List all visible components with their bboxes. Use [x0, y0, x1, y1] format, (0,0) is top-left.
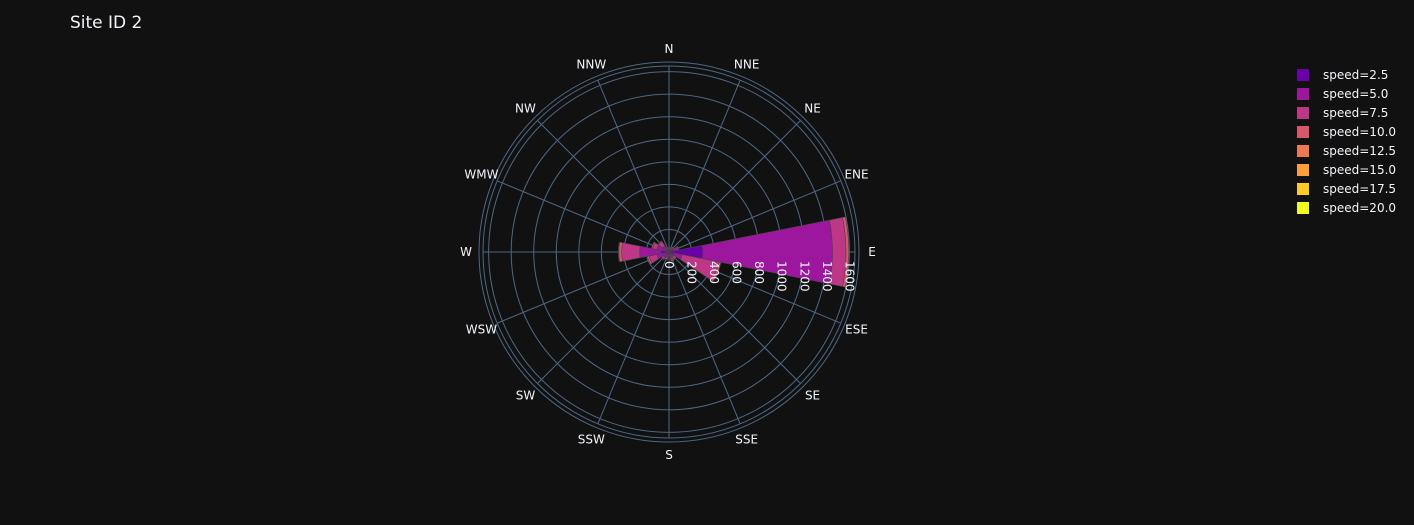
angular-gridline: [668, 79, 741, 253]
legend-item[interactable]: speed=2.5: [1297, 65, 1396, 84]
radial-tick-label: 400: [707, 261, 721, 284]
direction-label: WMW: [464, 167, 498, 181]
bar-sse-speed-10-0: [670, 258, 675, 262]
outer-ring: [478, 61, 860, 443]
radial-tick-label: 1200: [797, 261, 811, 292]
legend-label: speed=2.5: [1323, 67, 1389, 82]
chart-title: Site ID 2: [70, 13, 143, 33]
angular-gridline: [668, 180, 842, 253]
bar-ese-speed-10-0: [710, 261, 722, 282]
direction-label: W: [460, 245, 472, 259]
radial-tick-label: 0: [662, 261, 676, 269]
angular-gridline: [537, 120, 670, 253]
angular-gridline: [496, 180, 670, 253]
direction-label: SE: [805, 389, 820, 403]
bar-wmw-speed-10-0: [650, 241, 656, 250]
direction-label: SSE: [735, 433, 758, 447]
angular-gridline: [597, 251, 670, 425]
legend-item[interactable]: speed=7.5: [1297, 103, 1396, 122]
legend-item[interactable]: speed=5.0: [1297, 84, 1396, 103]
legend-item[interactable]: speed=15.0: [1297, 160, 1396, 179]
bar-nw-speed-10-0: [657, 240, 663, 246]
label-layer: N NNE NE ENE E ESE SE SSE S SSW SW WSW W WMW NW NNW 0 200…: [460, 42, 876, 462]
legend-swatch: [1297, 125, 1309, 138]
direction-label: NNW: [576, 57, 606, 71]
legend-label: speed=10.0: [1323, 124, 1397, 139]
bar-w-speed-12-5: [617, 241, 621, 263]
direction-label: SW: [516, 389, 536, 403]
angular-gridline: [668, 251, 801, 384]
legend-item[interactable]: speed=12.5: [1297, 141, 1396, 160]
angular-gridline: [668, 251, 741, 425]
radial-tick-label: 600: [730, 261, 744, 284]
radial-tick-label: 1400: [820, 261, 834, 292]
legend-swatch: [1297, 182, 1309, 195]
radial-tick-label: 1600: [842, 261, 856, 292]
angular-gridline: [597, 79, 670, 253]
legend-swatch: [1297, 87, 1309, 100]
legend: speed=2.5 speed=5.0 speed=7.5 speed=10.0 spe…: [1297, 65, 1396, 217]
bar-layer: [617, 216, 850, 288]
direction-label: NW: [515, 101, 536, 115]
legend-label: speed=12.5: [1323, 143, 1397, 158]
direction-label: NNE: [734, 57, 760, 71]
direction-label: N: [665, 42, 674, 56]
legend-label: speed=17.5: [1323, 181, 1397, 196]
legend-item[interactable]: speed=20.0: [1297, 198, 1396, 217]
legend-swatch: [1297, 106, 1309, 119]
radial-tick-label: 1000: [775, 261, 789, 292]
legend-swatch: [1297, 144, 1309, 157]
legend-swatch: [1297, 201, 1309, 214]
legend-label: speed=15.0: [1323, 162, 1397, 177]
legend-swatch: [1297, 163, 1309, 176]
bar-w-speed-7-5: [621, 242, 641, 262]
bar-e-speed-10-0: [842, 216, 850, 288]
direction-label: S: [665, 448, 673, 462]
angular-gridline: [537, 251, 670, 384]
direction-label: ESE: [845, 323, 868, 337]
direction-label: SSW: [578, 433, 605, 447]
legend-item[interactable]: speed=17.5: [1297, 179, 1396, 198]
legend-label: speed=7.5: [1323, 105, 1389, 120]
legend-label: speed=5.0: [1323, 86, 1389, 101]
radial-tick-label: 800: [752, 261, 766, 284]
legend-item[interactable]: speed=10.0: [1297, 122, 1396, 141]
angular-gridline: [668, 120, 801, 253]
direction-label: WSW: [466, 323, 497, 337]
direction-label: E: [868, 245, 876, 259]
bar-nnw-speed-7-5: [666, 247, 669, 250]
radial-tick-label: 200: [685, 261, 699, 284]
legend-swatch: [1297, 68, 1309, 81]
direction-label: ENE: [844, 167, 868, 181]
direction-label: NE: [804, 101, 821, 115]
legend-label: speed=20.0: [1323, 200, 1397, 215]
angular-gridline: [496, 251, 670, 324]
